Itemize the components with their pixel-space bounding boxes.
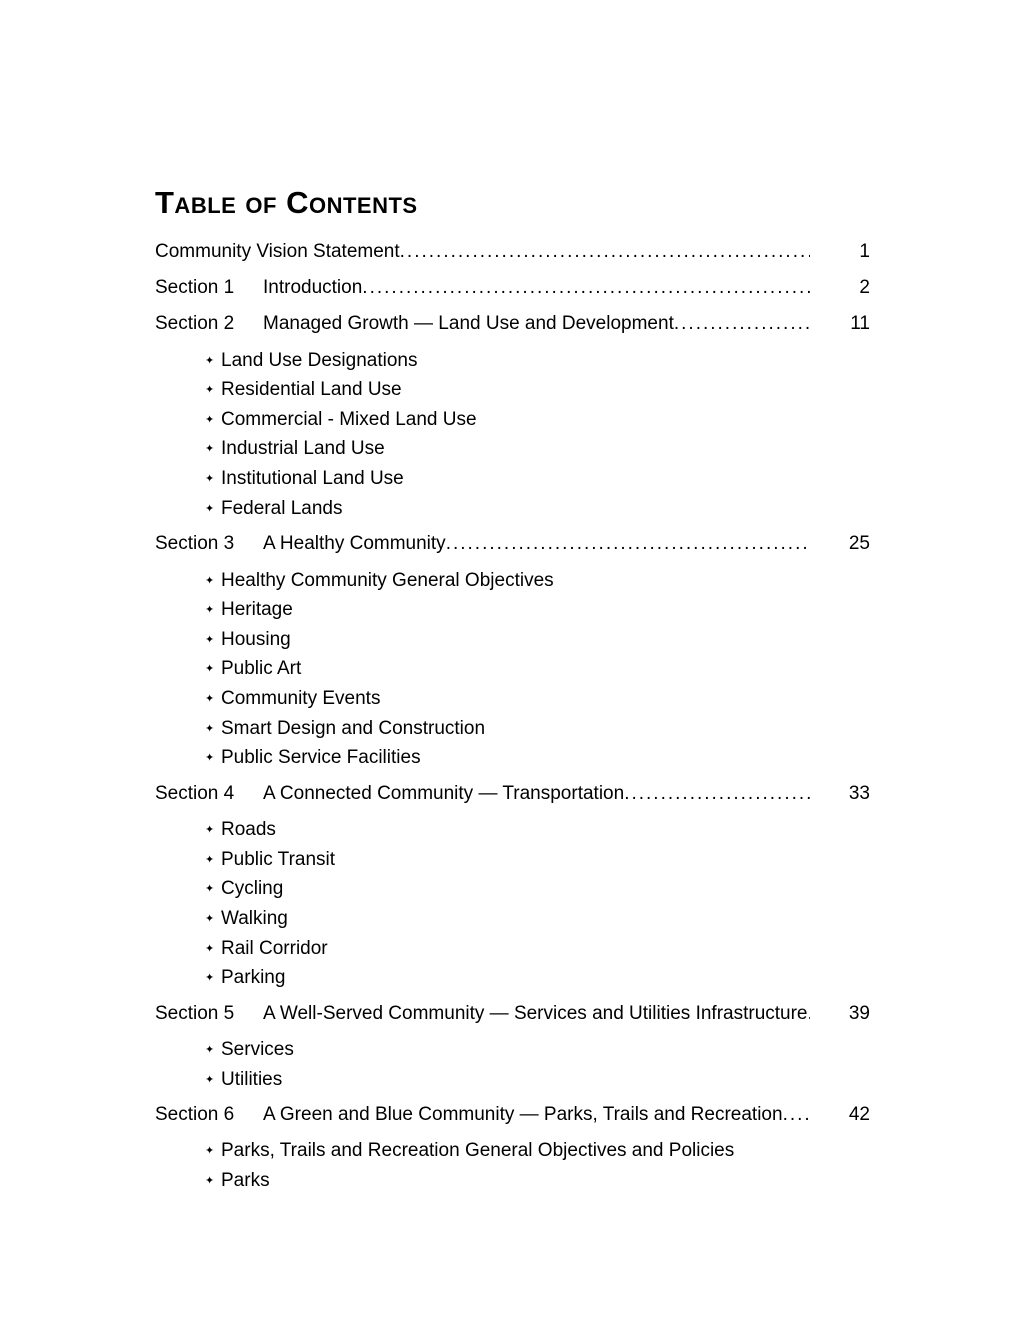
- entry-bullets: RoadsPublic TransitCyclingWalkingRail Co…: [155, 815, 870, 993]
- entry-title: Community Vision Statement: [155, 235, 400, 269]
- entry-title-wrap: A Healthy Community: [263, 527, 810, 561]
- entry-bullets: Parks, Trails and Recreation General Obj…: [155, 1136, 870, 1195]
- bullet-item: Public Service Facilities: [205, 743, 870, 773]
- toc-body: Community Vision Statement 1Section 1Int…: [155, 235, 870, 1196]
- bullet-item: Walking: [205, 904, 870, 934]
- bullet-item: Rail Corridor: [205, 934, 870, 964]
- page: Table of Contents Community Vision State…: [0, 0, 1020, 1196]
- bullet-item: Institutional Land Use: [205, 464, 870, 494]
- bullet-item: Federal Lands: [205, 494, 870, 524]
- entry-title: A Green and Blue Community — Parks, Trai…: [263, 1098, 783, 1132]
- entry-title-wrap: A Well-Served Community — Services and U…: [263, 997, 810, 1031]
- bullet-item: Services: [205, 1035, 870, 1065]
- entry-page-number: 33: [810, 777, 870, 811]
- entry-section-label: Section 3: [155, 527, 263, 561]
- bullet-item: Parking: [205, 963, 870, 993]
- entry-title-wrap: A Green and Blue Community — Parks, Trai…: [263, 1098, 810, 1132]
- entry-page-number: 25: [810, 527, 870, 561]
- entry-section-label: Section 6: [155, 1098, 263, 1132]
- bullet-item: Residential Land Use: [205, 375, 870, 405]
- entry-page-number: 42: [810, 1098, 870, 1132]
- bullet-item: Land Use Designations: [205, 346, 870, 376]
- entry-section-label: Section 5: [155, 997, 263, 1031]
- leader-dots: [674, 307, 810, 341]
- entry-title: A Healthy Community: [263, 527, 446, 561]
- toc-entry: Section 2Managed Growth — Land Use and D…: [155, 307, 870, 341]
- entry-title: A Well-Served Community — Services and U…: [263, 997, 808, 1031]
- toc-entry: Section 6A Green and Blue Community — Pa…: [155, 1098, 870, 1132]
- entry-page-number: 1: [810, 235, 870, 269]
- leader-dots: [362, 271, 810, 305]
- entry-title-wrap: A Connected Community — Transportation: [263, 777, 810, 811]
- toc-entry: Section 4A Connected Community — Transpo…: [155, 777, 870, 811]
- leader-dots: [624, 777, 810, 811]
- bullet-item: Heritage: [205, 595, 870, 625]
- entry-title-wrap: Managed Growth — Land Use and Developmen…: [263, 307, 810, 341]
- bullet-item: Public Transit: [205, 845, 870, 875]
- entry-section-label: Section 1: [155, 271, 263, 305]
- entry-section-label: Section 4: [155, 777, 263, 811]
- leader-dots: [400, 235, 810, 269]
- toc-entry: Section 5A Well-Served Community — Servi…: [155, 997, 870, 1031]
- entry-bullets: ServicesUtilities: [155, 1035, 870, 1094]
- bullet-item: Parks: [205, 1166, 870, 1196]
- entry-section-label: Section 2: [155, 307, 263, 341]
- toc-entry: Section 3A Healthy Community 25: [155, 527, 870, 561]
- entry-bullets: Land Use DesignationsResidential Land Us…: [155, 346, 870, 524]
- entry-title-wrap: Introduction: [263, 271, 810, 305]
- entry-title-wrap: Community Vision Statement: [155, 235, 810, 269]
- toc-title: Table of Contents: [155, 185, 870, 221]
- leader-dots: [783, 1098, 810, 1132]
- bullet-item: Smart Design and Construction: [205, 714, 870, 744]
- toc-entry: Community Vision Statement 1: [155, 235, 870, 269]
- entry-title: Introduction: [263, 271, 362, 305]
- entry-bullets: Healthy Community General ObjectivesHeri…: [155, 566, 870, 773]
- bullet-item: Community Events: [205, 684, 870, 714]
- entry-title: Managed Growth — Land Use and Developmen…: [263, 307, 674, 341]
- bullet-item: Cycling: [205, 874, 870, 904]
- bullet-item: Public Art: [205, 654, 870, 684]
- bullet-item: Healthy Community General Objectives: [205, 566, 870, 596]
- bullet-item: Housing: [205, 625, 870, 655]
- entry-page-number: 2: [810, 271, 870, 305]
- toc-entry: Section 1Introduction 2: [155, 271, 870, 305]
- bullet-item: Industrial Land Use: [205, 434, 870, 464]
- leader-dots: [446, 527, 810, 561]
- bullet-item: Parks, Trails and Recreation General Obj…: [205, 1136, 870, 1166]
- bullet-item: Roads: [205, 815, 870, 845]
- bullet-item: Utilities: [205, 1065, 870, 1095]
- entry-page-number: 39: [810, 997, 870, 1031]
- entry-title: A Connected Community — Transportation: [263, 777, 624, 811]
- entry-page-number: 11: [810, 307, 870, 341]
- bullet-item: Commercial - Mixed Land Use: [205, 405, 870, 435]
